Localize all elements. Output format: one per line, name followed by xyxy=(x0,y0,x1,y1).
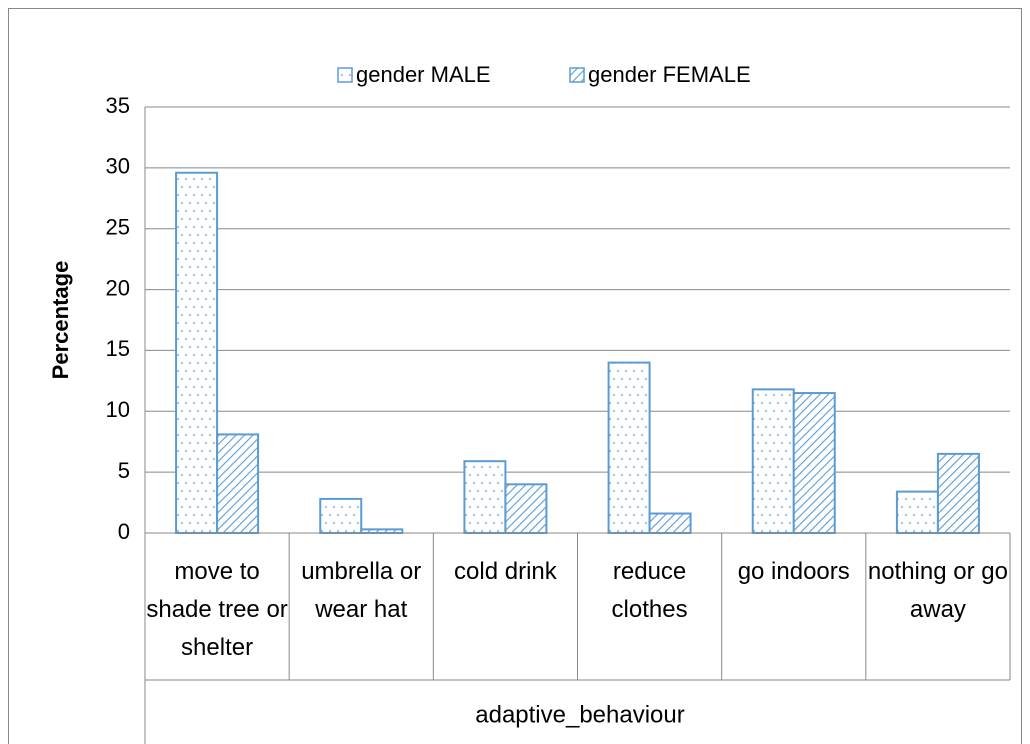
x-tick-label: umbrella or wear hat xyxy=(301,558,422,623)
bar xyxy=(607,361,651,534)
x-tick-label-box: umbrella or wear hat xyxy=(301,558,422,623)
bar xyxy=(751,388,795,534)
bar xyxy=(504,483,548,535)
bar xyxy=(895,490,939,535)
x-tick-label-box: go indoors xyxy=(737,558,850,585)
x-tick-label: cold drink xyxy=(454,558,557,585)
y-tick-label: 35 xyxy=(106,93,130,118)
y-tick-label: 25 xyxy=(106,215,130,240)
y-tick-label: 20 xyxy=(106,275,130,300)
y-tick-label: 5 xyxy=(118,458,130,483)
x-tick-label: reduce clothes xyxy=(611,558,688,623)
chart-border xyxy=(8,8,1022,744)
x-tick-label-box: nothing or go away xyxy=(867,558,1008,623)
x-tick-label: go indoors xyxy=(737,558,850,585)
y-tick-label: 0 xyxy=(118,519,130,544)
legend-label: gender MALE xyxy=(356,62,491,87)
y-tick-label: 10 xyxy=(106,397,130,422)
bar xyxy=(792,392,836,534)
x-tick-label-box: cold drink xyxy=(454,558,557,585)
bar xyxy=(216,433,260,535)
y-axis-title: Percentage xyxy=(48,261,73,380)
bar xyxy=(648,512,692,534)
x-axis-title: adaptive_behaviour xyxy=(475,701,685,728)
x-tick-label: nothing or go away xyxy=(867,558,1008,623)
bar xyxy=(936,452,980,534)
legend-label: gender FEMALE xyxy=(588,62,751,87)
bar xyxy=(175,171,219,534)
x-tick-label-box: reduce clothes xyxy=(611,558,688,623)
legend-swatch xyxy=(569,67,585,83)
x-tick-label: move to shade tree or shelter xyxy=(146,558,288,661)
legend-swatch xyxy=(337,67,353,83)
bar xyxy=(463,460,507,534)
bar xyxy=(319,497,363,535)
y-tick-label: 30 xyxy=(106,154,130,179)
bar xyxy=(360,528,404,535)
x-tick-label-box: move to shade tree or shelter xyxy=(146,558,288,661)
y-tick-label: 15 xyxy=(106,336,130,361)
